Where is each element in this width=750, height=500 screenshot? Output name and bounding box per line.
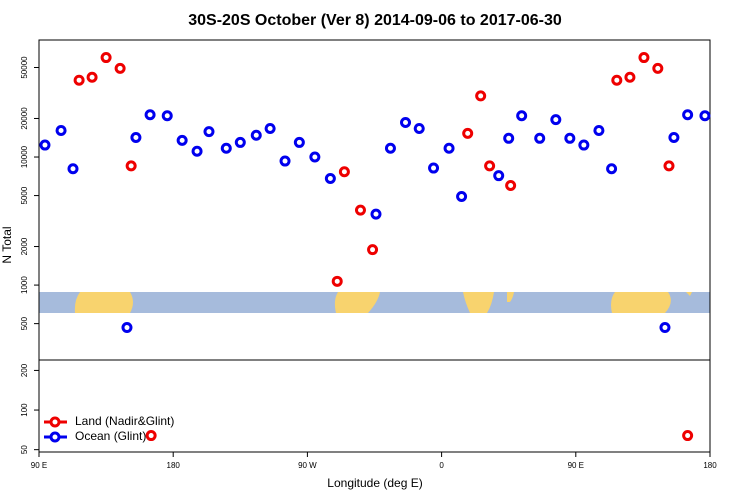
data-point: [331, 275, 343, 287]
data-point: [309, 151, 321, 163]
data-point: [161, 110, 173, 122]
data-point: [493, 170, 505, 182]
data-point: [100, 52, 112, 64]
map-band: [39, 292, 710, 313]
y-tick-label: 100: [20, 403, 29, 417]
data-point: [659, 322, 671, 334]
data-point: [130, 132, 142, 144]
data-point: [73, 74, 85, 86]
y-tick-label: 10000: [20, 145, 29, 168]
x-tick-label: 90 W: [298, 461, 317, 470]
data-point: [443, 142, 455, 154]
x-tick-label: 0: [439, 461, 444, 470]
legend-label: Ocean (Glint): [75, 429, 146, 443]
data-point: [663, 160, 675, 172]
y-tick-label: 2000: [20, 237, 29, 255]
data-point: [413, 123, 425, 135]
y-tick-label: 500: [20, 316, 29, 330]
data-point: [55, 125, 67, 137]
data-point: [699, 110, 711, 122]
data-point: [475, 90, 487, 102]
data-point: [354, 204, 366, 216]
data-point: [505, 180, 517, 192]
y-tick-label: 50: [20, 445, 29, 454]
data-point: [611, 74, 623, 86]
data-point: [176, 134, 188, 146]
y-tick-label: 1000: [20, 276, 29, 294]
data-point: [564, 132, 576, 144]
data-point: [67, 163, 79, 175]
data-point: [682, 430, 694, 442]
data-point: [144, 109, 156, 121]
y-axis-label: N Total: [0, 226, 14, 263]
data-point: [593, 125, 605, 137]
data-point: [220, 142, 232, 154]
data-point: [484, 160, 496, 172]
data-point: [652, 62, 664, 74]
x-tick-label: 180: [703, 461, 717, 470]
data-point: [324, 172, 336, 184]
data-point: [203, 126, 215, 138]
data-point: [125, 160, 137, 172]
x-tick-label: 90 E: [568, 461, 584, 470]
data-point: [367, 244, 379, 256]
data-point: [338, 166, 350, 178]
y-tick-label: 50000: [20, 56, 29, 79]
x-tick-label: 90 E: [31, 461, 47, 470]
data-point: [370, 208, 382, 220]
data-point: [668, 132, 680, 144]
data-point: [400, 117, 412, 129]
data-point: [456, 190, 468, 202]
data-point: [682, 109, 694, 121]
data-point: [503, 132, 515, 144]
data-point: [293, 136, 305, 148]
x-axis-label: Longitude (deg E): [327, 476, 422, 490]
legend-label: Land (Nadir&Glint): [75, 414, 174, 428]
data-point: [606, 163, 618, 175]
data-point: [279, 155, 291, 167]
data-point: [264, 123, 276, 135]
data-point: [114, 62, 126, 74]
data-point: [428, 162, 440, 174]
data-point: [191, 145, 203, 157]
data-point: [462, 127, 474, 139]
data-point: [384, 142, 396, 154]
data-point: [86, 71, 98, 83]
data-point: [250, 129, 262, 141]
lower-frame: [38, 359, 711, 453]
data-point: [145, 430, 157, 442]
data-point: [516, 110, 528, 122]
data-point: [624, 71, 636, 83]
data-point: [638, 52, 650, 64]
x-tick-label: 180: [167, 461, 181, 470]
data-point: [534, 132, 546, 144]
chart-title: 30S-20S October (Ver 8) 2014-09-06 to 20…: [188, 12, 562, 29]
data-point: [234, 136, 246, 148]
y-tick-label: 5000: [20, 186, 29, 204]
y-tick-label: 20000: [20, 107, 29, 130]
data-point: [578, 139, 590, 151]
legend-marker: [49, 416, 61, 428]
data-point: [550, 114, 562, 126]
legend-marker: [49, 431, 61, 443]
data-point: [121, 322, 133, 334]
y-tick-label: 200: [20, 363, 29, 377]
data-point: [39, 139, 51, 151]
